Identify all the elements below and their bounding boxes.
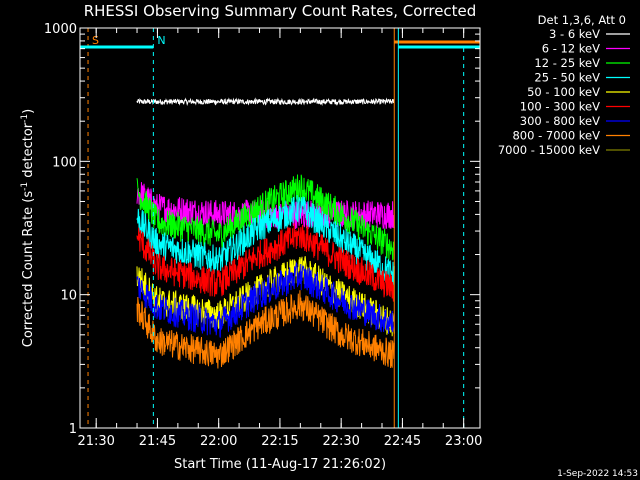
y-tick-label: 10 xyxy=(60,289,77,304)
series-line xyxy=(136,223,395,302)
y-tick-label: 1 xyxy=(69,422,77,437)
x-tick-label: 21:45 xyxy=(139,434,176,449)
legend-item-label: 800 - 7000 keV xyxy=(512,129,600,143)
x-tick-label: 22:30 xyxy=(322,434,359,449)
legend-item-label: 7000 - 15000 keV xyxy=(498,143,600,157)
legend-item-label: 25 - 50 keV xyxy=(534,71,600,85)
marker-label: N xyxy=(157,34,165,47)
y-tick-label: 1000 xyxy=(44,22,77,37)
y-axis-label: Corrected Count Rate (s-1 detector-1) xyxy=(20,109,36,347)
x-tick-label: 21:30 xyxy=(77,434,114,449)
legend-item-label: 6 - 12 keV xyxy=(542,42,600,56)
series-line xyxy=(136,262,395,338)
legend-item-label: 50 - 100 keV xyxy=(527,85,600,99)
x-tick-label: 23:00 xyxy=(445,434,482,449)
legend-header: Det 1,3,6, Att 0 xyxy=(538,13,626,27)
y-tick-label: 100 xyxy=(52,155,77,170)
x-tick-label: 22:00 xyxy=(200,434,237,449)
series-line xyxy=(136,97,395,107)
series-layer xyxy=(136,97,395,369)
series-line xyxy=(136,290,395,369)
marker-label: S xyxy=(92,34,99,47)
y-axis: 1 10 100 1000 xyxy=(44,22,480,437)
chart-title: RHESSI Observing Summary Count Rates, Co… xyxy=(84,2,477,20)
legend-item-label: 100 - 300 keV xyxy=(520,100,600,114)
x-tick-label: 22:15 xyxy=(261,434,298,449)
series-line xyxy=(136,174,395,261)
legend-item-label: 300 - 800 keV xyxy=(520,114,600,128)
x-axis: 21:30 21:45 22:00 22:15 22:30 22:45 23:00 xyxy=(77,28,482,449)
x-tick-label: 22:45 xyxy=(384,434,421,449)
x-axis-label: Start Time (11-Aug-17 21:26:02) xyxy=(174,457,386,472)
legend-item-label: 3 - 6 keV xyxy=(549,27,600,41)
legend-item-label: 12 - 25 keV xyxy=(534,56,600,70)
timestamp: 1-Sep-2022 14:53 xyxy=(557,469,638,479)
